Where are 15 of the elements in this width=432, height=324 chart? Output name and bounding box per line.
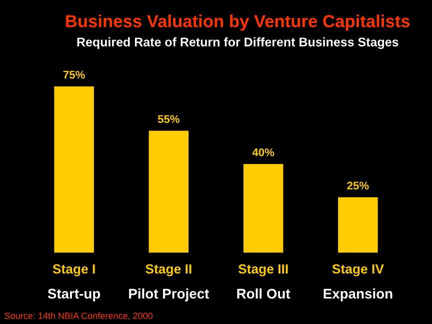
bar (338, 197, 378, 253)
data-label: 40% (252, 148, 274, 156)
bar (243, 164, 284, 253)
source-note: Source: 14th NBIA Conference, 2000 (4, 312, 153, 320)
data-label: 25% (347, 182, 369, 190)
chart-title: Business Valuation by Venture Capitalists (66, 14, 410, 31)
x-tick-label: Stage III Roll Out (237, 264, 290, 299)
x-tick-label: Stage IV Expansion (324, 264, 392, 302)
data-label: 55% (158, 115, 180, 124)
data-label: 75% (63, 70, 85, 79)
chart-subtitle: Required Rate of Return for Different Business Stages (77, 37, 398, 49)
x-tick-label: Stage I Start-up (48, 264, 100, 302)
bar (148, 130, 189, 253)
x-tick-label: Stage II Pilot Project (129, 264, 210, 302)
bar (54, 86, 94, 253)
